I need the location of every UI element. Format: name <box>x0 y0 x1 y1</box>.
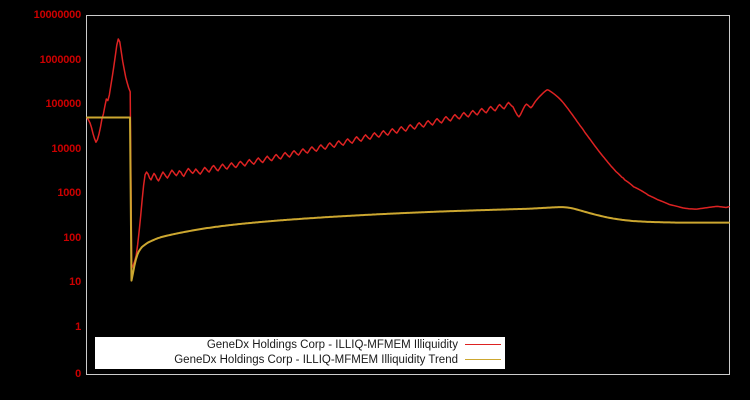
legend-label-0: GeneDx Holdings Corp - ILLIQ-MFMEM Illiq… <box>206 338 458 351</box>
y-axis-tick-10: 10 <box>69 276 81 289</box>
plot-axes-frame <box>86 15 730 375</box>
y-axis-tick-1: 1 <box>75 321 81 333</box>
chart-legend: GeneDx Holdings Corp - ILLIQ-MFMEM Illiq… <box>95 337 505 369</box>
legend-swatch-1 <box>465 359 501 360</box>
legend-swatch-0 <box>465 344 501 345</box>
y-axis-tick-1000: 1000 <box>57 187 81 200</box>
y-axis-tick-10000: 10000 <box>51 142 81 155</box>
y-axis-tick-100: 100 <box>63 231 81 244</box>
legend-entry-1[interactable]: GeneDx Holdings Corp - ILLIQ-MFMEM Illiq… <box>95 352 505 367</box>
legend-label-1: GeneDx Holdings Corp - ILLIQ-MFMEM Illiq… <box>174 353 458 366</box>
data-series-group <box>86 38 730 282</box>
y-axis-tick-10000000: 10000000 <box>33 9 82 21</box>
y-axis-tick-0: 0 <box>75 368 81 380</box>
illiquidity-trend-line <box>86 116 730 282</box>
y-axis-tick-100000: 100000 <box>45 98 81 111</box>
y-axis-tick-1000000: 1000000 <box>39 53 82 66</box>
illiquidity-line <box>86 38 730 269</box>
legend-entry-0[interactable]: GeneDx Holdings Corp - ILLIQ-MFMEM Illiq… <box>95 337 505 352</box>
